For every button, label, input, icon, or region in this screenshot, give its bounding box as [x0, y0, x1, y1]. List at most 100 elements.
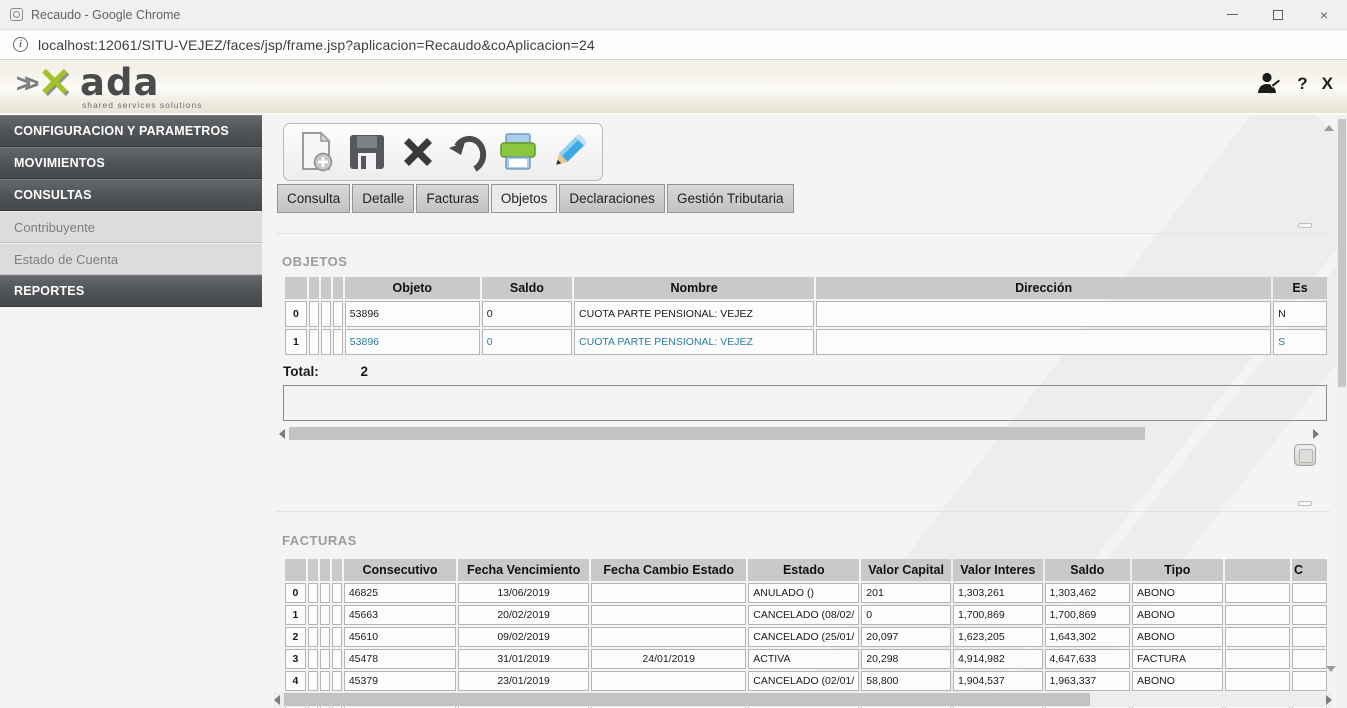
objetos-collapse-icon[interactable] — [1298, 223, 1312, 228]
cell-fecha-cambio-estado — [591, 583, 747, 603]
row-index: 0 — [285, 301, 307, 327]
scrollbar-thumb[interactable] — [289, 427, 1145, 440]
new-record-button[interactable] — [294, 129, 340, 175]
col-fecha-cambio-estado: Fecha Cambio Estado — [591, 559, 747, 581]
cell-fecha-vencimiento: 23/01/2019 — [458, 671, 590, 691]
cell-estado: ACTIVA — [748, 649, 860, 669]
sidebar: CONFIGURACION Y PARAMETROS MOVIMIENTOS C… — [0, 115, 262, 307]
maximize-icon — [1273, 9, 1283, 20]
cell-fecha-vencimiento: 31/01/2019 — [458, 649, 590, 669]
scroll-right-icon[interactable] — [1313, 428, 1319, 439]
sidebar-item-contribuyente[interactable]: Contribuyente — [0, 211, 262, 243]
objetos-row-0[interactable]: 0 53896 0 CUOTA PARTE PENSIONAL: VEJEZ N — [285, 301, 1327, 327]
edit-button[interactable] — [546, 129, 592, 175]
cell-fecha-cambio-estado — [591, 671, 747, 691]
sidebar-item-reportes[interactable]: REPORTES — [0, 275, 262, 307]
cell-saldo: 4,647,633 — [1044, 649, 1130, 669]
sidebar-item-consultas[interactable]: CONSULTAS — [0, 179, 262, 211]
row-index: 4 — [285, 671, 306, 691]
col-saldo: Saldo — [1044, 559, 1130, 581]
tab-declaraciones[interactable]: Declaraciones — [559, 184, 665, 213]
scroll-right-icon[interactable] — [1326, 694, 1332, 705]
facturas-collapse-icon[interactable] — [1298, 501, 1312, 506]
col-valor-interes: Valor Interes — [952, 559, 1043, 581]
cell-tipo: ABONO — [1131, 671, 1223, 691]
cell-estado: CANCELADO (08/02/ — [748, 605, 860, 625]
scrollbar-thumb[interactable] — [1338, 119, 1346, 387]
save-button[interactable] — [344, 129, 390, 175]
cell-saldo: 1,700,869 — [1044, 605, 1130, 625]
cell-extra — [1224, 627, 1290, 647]
logo-chevrons: >> — [16, 68, 40, 98]
cell-valor-interes: 1,700,869 — [952, 605, 1043, 625]
objetos-hscrollbar[interactable] — [279, 426, 1319, 441]
delete-button[interactable] — [395, 129, 441, 175]
facturas-row-0[interactable]: 0 46825 13/06/2019 ANULADO () 201 1,303,… — [285, 583, 1327, 603]
facturas-row-3[interactable]: 3 45478 31/01/2019 24/01/2019 ACTIVA 20,… — [285, 649, 1327, 669]
close-window-button[interactable]: × — [1301, 0, 1347, 29]
cell-estado: CANCELADO (25/01/ — [748, 627, 860, 647]
objetos-panel-title: OBJETOS — [282, 254, 348, 269]
cell-consecutivo: 45379 — [343, 671, 457, 691]
objetos-panel-border — [276, 233, 1330, 234]
cell-saldo: 1,303,462 — [1044, 583, 1130, 603]
sidebar-item-label: Estado de Cuenta — [14, 251, 119, 267]
close-app-button[interactable]: X — [1321, 74, 1333, 93]
total-label: Total: — [283, 364, 319, 379]
url-bar[interactable]: i localhost:12061/SITU-VEJEZ/faces/jsp/f… — [0, 30, 1347, 60]
tab-consulta[interactable]: Consulta — [277, 184, 351, 213]
cell-estado: CANCELADO (02/01/ — [748, 671, 860, 691]
cell-valor-capital: 20,298 — [861, 649, 951, 669]
minimize-button[interactable] — [1209, 0, 1255, 29]
window-title: Recaudo - Google Chrome — [31, 7, 181, 22]
tab-detalle[interactable]: Detalle — [352, 184, 415, 213]
undo-button[interactable] — [445, 129, 491, 175]
objetos-row-1[interactable]: 1 53896 0 CUOTA PARTE PENSIONAL: VEJEZ S — [285, 329, 1327, 355]
facturas-scroll-down-icon[interactable] — [1326, 666, 1336, 672]
facturas-row-2[interactable]: 2 45610 09/02/2019 CANCELADO (25/01/ 20,… — [285, 627, 1327, 647]
facturas-row-4[interactable]: 4 45379 23/01/2019 CANCELADO (02/01/ 58,… — [285, 671, 1327, 691]
facturas-panel-title: FACTURAS — [282, 533, 357, 548]
sidebar-item-estado-de-cuenta[interactable]: Estado de Cuenta — [0, 243, 262, 275]
facturas-panel-border — [276, 511, 1330, 512]
cell-extra — [1224, 671, 1290, 691]
maximize-button[interactable] — [1255, 0, 1301, 29]
page-info-icon[interactable]: i — [13, 37, 28, 52]
scroll-left-icon[interactable] — [279, 428, 285, 439]
panel-option-button[interactable] — [1294, 444, 1316, 466]
objetos-table: Objeto Saldo Nombre Dirección Es 0 53896… — [283, 275, 1329, 365]
user-edit-icon[interactable] — [1257, 72, 1283, 96]
objetos-header-row: Objeto Saldo Nombre Dirección Es — [285, 277, 1327, 299]
tab-objetos[interactable]: Objetos — [490, 184, 558, 213]
tab-gestion-tributaria[interactable]: Gestión Tributaria — [666, 184, 794, 213]
cell-extra — [1224, 605, 1290, 625]
new-record-icon — [302, 131, 333, 172]
sidebar-item-movimientos[interactable]: MOVIMIENTOS — [0, 147, 262, 179]
cell-direccion — [816, 301, 1272, 327]
facturas-row-1[interactable]: 1 45663 20/02/2019 CANCELADO (08/02/ 0 1… — [285, 605, 1327, 625]
col-saldo: Saldo — [481, 277, 573, 299]
logo-text: ada — [80, 61, 160, 104]
tab-facturas[interactable]: Facturas — [416, 184, 489, 213]
print-button[interactable] — [495, 129, 541, 175]
scrollbar-thumb[interactable] — [284, 693, 1090, 706]
cell-fecha-cambio-estado — [591, 605, 747, 625]
facturas-hscrollbar[interactable] — [274, 692, 1332, 707]
col-valor-capital: Valor Capital — [861, 559, 951, 581]
help-button[interactable]: ? — [1297, 74, 1308, 93]
tab-bar: Consulta Detalle Facturas Objetos Declar… — [277, 184, 796, 213]
cell-tipo: ABONO — [1131, 627, 1223, 647]
sidebar-item-configuracion[interactable]: CONFIGURACION Y PARAMETROS — [0, 115, 262, 147]
window-titlebar: Recaudo - Google Chrome × — [0, 0, 1347, 30]
cell-nombre: CUOTA PARTE PENSIONAL: VEJEZ — [574, 301, 815, 327]
cell-fecha-vencimiento: 13/06/2019 — [458, 583, 590, 603]
cell-tipo: FACTURA — [1131, 649, 1223, 669]
scroll-left-icon[interactable] — [274, 694, 280, 705]
facturas-header-row: Consecutivo Fecha Vencimiento Fecha Camb… — [285, 559, 1327, 581]
cell-extra — [1224, 649, 1290, 669]
content-scroll-up-icon[interactable] — [1324, 125, 1334, 131]
page-vscrollbar[interactable] — [1337, 115, 1347, 708]
cell-valor-capital: 20,097 — [861, 627, 951, 647]
cell-tipo: ABONO — [1131, 605, 1223, 625]
cell-consecutivo: 45478 — [343, 649, 457, 669]
